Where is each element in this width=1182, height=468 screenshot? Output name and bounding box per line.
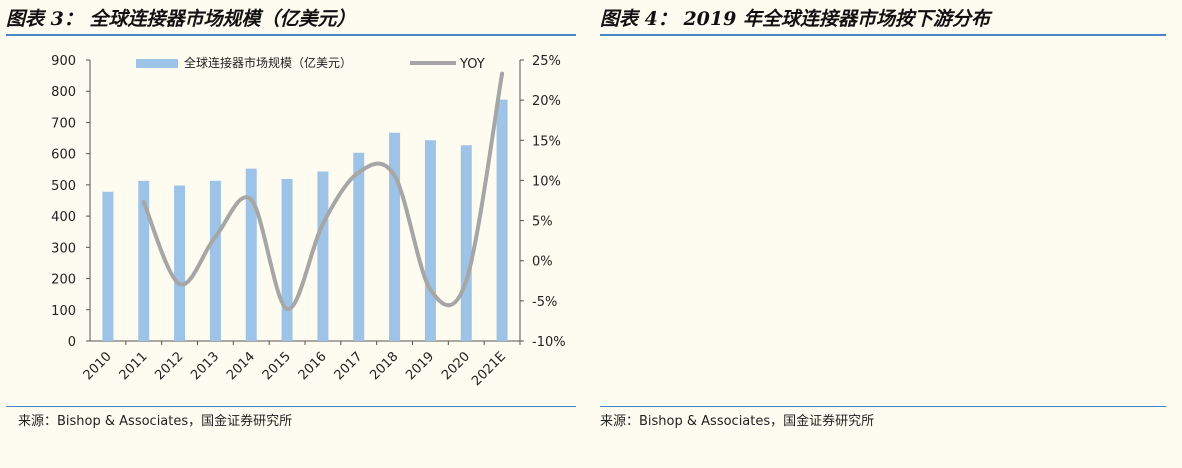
right-y-tick-label: 5% [532, 215, 553, 230]
right-y-tick-label: 10% [532, 174, 561, 189]
bar-2013 [209, 180, 221, 341]
right-y-tick-label: 25% [532, 54, 561, 69]
left-title-rule [6, 34, 576, 36]
legend-line-label: YOY [459, 57, 485, 72]
downstream-pie-chart: 汽车, 23.7%通信, 22.2%计算机及外设,13.1%工业, 12.3%交… [590, 0, 1182, 400]
bar-2012 [174, 185, 186, 341]
downstream-distribution-panel: 图表 4： 2019 年全球连接器市场按下游分布 汽车, 23.7%通信, 22… [590, 0, 1182, 468]
market-size-panel: 图表 3： 全球连接器市场规模（亿美元） 0 100 200 300 400 500 600… [0, 0, 580, 468]
left-source-note: 来源：Bishop & Associates，国金证券研究所 [18, 414, 293, 429]
x-tick-label: 2011 [117, 349, 151, 383]
right-chart-title: 图表 4： 2019 年全球连接器市场按下游分布 [600, 8, 990, 30]
bar-2018 [389, 132, 401, 341]
x-tick-label: 2019 [403, 349, 437, 383]
x-tick-label: 2013 [188, 349, 222, 383]
right-source-rule [600, 406, 1166, 407]
right-title-rule [600, 34, 1166, 36]
bar-2015 [281, 178, 293, 341]
right-y-tick-label: 15% [532, 134, 561, 149]
x-tick-label: 2018 [367, 349, 401, 383]
right-y-tick-label: 0% [532, 255, 553, 270]
right-y-tick-label: -10% [532, 335, 566, 350]
market-size-chart: 0 100 200 300 400 500 600 700 800 900 -10% -5% 0% 5%… [51, 54, 566, 389]
left-chart-title: 图表 3： 全球连接器市场规模（亿美元） [6, 8, 356, 30]
bar-2020 [460, 145, 472, 341]
x-tick-label: 2012 [152, 349, 186, 383]
left-y-tick-label: 0 [68, 335, 76, 350]
x-tick-label: 2015 [260, 349, 294, 383]
left-y-tick-label: 700 [51, 116, 76, 131]
yoy-line [141, 71, 505, 311]
left-y-tick-label: 500 [51, 179, 76, 194]
left-y-tick-label: 200 [51, 273, 76, 288]
left-y-tick-label: 400 [51, 210, 76, 225]
left-y-tick-label: 600 [51, 148, 76, 163]
right-source-note: 来源：Bishop & Associates，国金证券研究所 [600, 414, 875, 429]
right-y-tick-label: 20% [532, 94, 561, 109]
bar-2019 [424, 140, 436, 341]
x-tick-label: 2017 [332, 349, 366, 383]
bar-2014 [245, 168, 257, 341]
left-y-tick-label: 800 [51, 85, 76, 100]
bar-2017 [353, 152, 365, 341]
left-source-rule [6, 406, 576, 407]
right-y-tick-label: -5% [532, 295, 557, 310]
bar-2010 [102, 191, 114, 341]
x-tick-label: 2020 [439, 349, 473, 383]
bar-2011 [138, 180, 150, 341]
x-tick-label: 2016 [296, 349, 330, 383]
x-tick-label: 2010 [81, 349, 115, 383]
left-y-tick-label: 900 [51, 54, 76, 69]
left-y-tick-label: 100 [51, 304, 76, 319]
legend-bar-swatch [136, 59, 178, 68]
bar-2016 [317, 171, 329, 341]
bar-2021E [496, 99, 508, 341]
x-tick-label: 2021E [469, 349, 509, 389]
x-tick-label: 2014 [224, 349, 258, 383]
left-y-tick-label: 300 [51, 241, 76, 256]
legend-bar-label: 全球连接器市场规模（亿美元） [184, 55, 352, 70]
